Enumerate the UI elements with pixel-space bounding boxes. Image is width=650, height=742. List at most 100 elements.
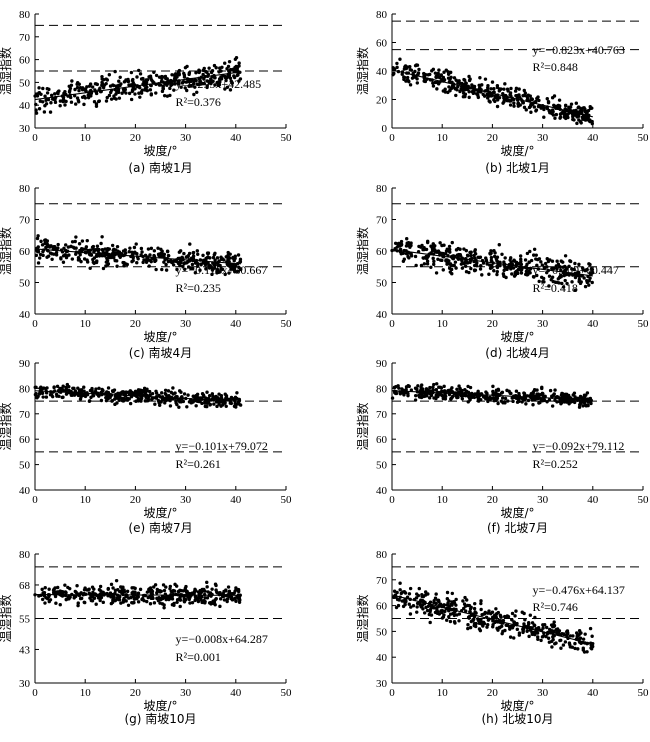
data-point bbox=[588, 626, 593, 631]
data-point bbox=[133, 251, 137, 255]
data-point bbox=[202, 81, 206, 86]
data-point bbox=[167, 393, 171, 398]
fit-equation: y=−0.209+60.447 bbox=[533, 263, 619, 277]
data-point bbox=[514, 86, 519, 91]
data-point bbox=[413, 393, 418, 398]
data-point bbox=[503, 614, 507, 619]
fit-line bbox=[34, 71, 241, 101]
data-point bbox=[392, 71, 396, 76]
data-point bbox=[431, 388, 435, 392]
data-point bbox=[548, 258, 552, 262]
data-point bbox=[529, 258, 534, 263]
data-point bbox=[196, 261, 200, 266]
data-point bbox=[177, 589, 181, 594]
data-point bbox=[195, 90, 199, 94]
data-point bbox=[79, 393, 84, 397]
data-point bbox=[513, 273, 518, 277]
data-point bbox=[460, 397, 465, 401]
data-point bbox=[152, 585, 156, 589]
x-axis-label: 坡度/° bbox=[500, 505, 534, 520]
data-point bbox=[90, 85, 95, 89]
data-point bbox=[36, 234, 40, 238]
data-point bbox=[413, 398, 418, 402]
data-point bbox=[69, 83, 74, 88]
data-point bbox=[209, 81, 213, 86]
fit-line bbox=[391, 390, 593, 401]
data-point bbox=[523, 617, 527, 622]
data-point bbox=[524, 269, 529, 274]
data-point bbox=[588, 106, 593, 111]
data-point bbox=[212, 266, 217, 270]
data-point bbox=[570, 280, 574, 284]
data-point bbox=[573, 641, 577, 646]
data-point bbox=[95, 259, 99, 263]
data-point bbox=[82, 385, 86, 389]
data-point bbox=[152, 70, 156, 74]
x-tick-label: 30 bbox=[537, 687, 549, 699]
data-point bbox=[415, 77, 419, 81]
data-point bbox=[79, 591, 83, 595]
panel-caption: (c) 南坡4月 bbox=[129, 345, 192, 360]
data-point bbox=[469, 266, 473, 271]
data-point bbox=[567, 264, 571, 269]
x-axis-label: 坡度/° bbox=[500, 143, 534, 158]
data-point bbox=[411, 604, 416, 608]
data-point bbox=[445, 618, 449, 622]
data-point bbox=[467, 270, 471, 275]
data-point bbox=[123, 397, 127, 402]
data-point bbox=[515, 627, 520, 632]
data-point bbox=[238, 403, 243, 407]
data-point bbox=[563, 254, 568, 258]
data-point bbox=[590, 280, 594, 285]
data-point bbox=[80, 88, 85, 92]
data-point bbox=[205, 404, 209, 409]
data-point bbox=[195, 395, 199, 399]
data-point bbox=[553, 116, 557, 120]
data-point bbox=[471, 618, 475, 622]
chart-panel-7: 0 10 20 30 40 50 30 40 50 60 70 80 坡度/° 温湿指数 y=−0.476x… bbox=[355, 549, 649, 726]
data-point bbox=[413, 69, 417, 74]
x-tick-label: 40 bbox=[587, 318, 599, 330]
data-point bbox=[86, 95, 91, 100]
data-point bbox=[532, 275, 536, 279]
data-point bbox=[53, 100, 58, 105]
data-point bbox=[583, 109, 587, 114]
data-point bbox=[85, 85, 89, 89]
y-tick-label: 0 bbox=[382, 123, 388, 135]
data-point bbox=[185, 88, 189, 93]
fit-equation: y=−0.116x+60.667 bbox=[176, 263, 268, 277]
data-point bbox=[41, 395, 45, 399]
data-point bbox=[522, 88, 526, 93]
data-point bbox=[485, 96, 490, 100]
data-point bbox=[485, 625, 489, 629]
data-point bbox=[458, 81, 462, 86]
data-point bbox=[204, 267, 208, 271]
data-point bbox=[124, 594, 129, 599]
y-tick-label: 40 bbox=[19, 309, 31, 321]
data-point bbox=[154, 267, 158, 272]
data-point bbox=[161, 583, 166, 587]
data-point bbox=[192, 92, 196, 97]
data-point bbox=[116, 391, 120, 395]
data-point bbox=[87, 399, 92, 403]
data-point bbox=[534, 253, 538, 257]
data-point bbox=[58, 104, 62, 108]
data-point bbox=[237, 79, 241, 83]
data-point bbox=[163, 388, 168, 392]
data-point bbox=[94, 387, 98, 391]
data-point bbox=[519, 257, 523, 262]
data-point bbox=[54, 250, 59, 255]
data-point bbox=[145, 599, 149, 604]
data-point bbox=[119, 391, 123, 395]
data-point bbox=[162, 93, 167, 98]
data-point bbox=[443, 87, 447, 91]
data-point bbox=[230, 81, 234, 85]
data-point bbox=[211, 79, 215, 84]
data-point bbox=[181, 589, 186, 593]
data-point bbox=[175, 600, 179, 605]
y-tick-label: 40 bbox=[376, 309, 388, 321]
data-point bbox=[74, 246, 78, 250]
data-point bbox=[432, 396, 436, 400]
data-point bbox=[128, 246, 132, 250]
data-point bbox=[77, 100, 81, 104]
